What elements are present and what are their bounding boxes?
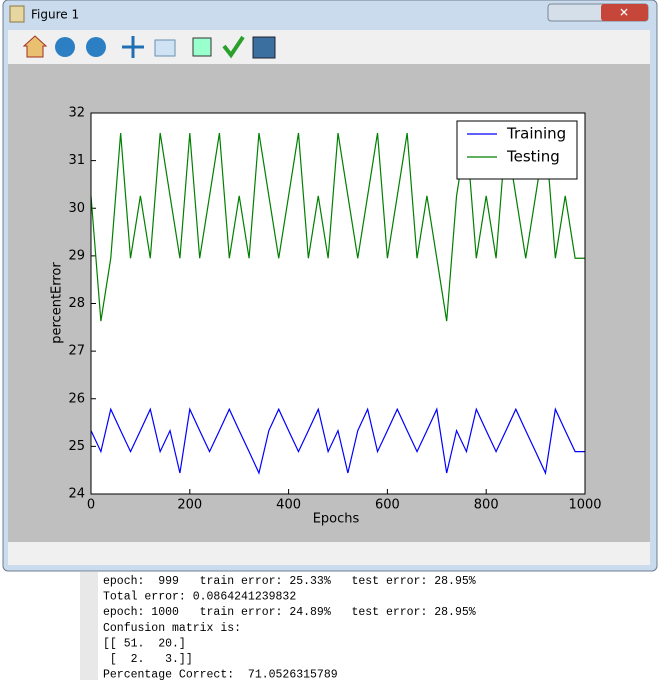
console: epoch: 999 train error: 25.33% test erro… — [103, 575, 476, 682]
y-tick-label: 32 — [68, 106, 85, 121]
toolbar — [8, 30, 650, 64]
back-button[interactable] — [55, 37, 75, 57]
x-axis-label: Epochs — [313, 512, 360, 527]
console-line: Percentage Correct: 71.0526315789 — [103, 669, 338, 680]
y-tick-label: 28 — [68, 296, 85, 311]
edit-button[interactable] — [222, 35, 245, 59]
y-axis-label: percentError — [50, 262, 65, 344]
y-tick-label: 30 — [68, 201, 85, 216]
y-tick-label: 25 — [68, 439, 85, 454]
series-line — [90, 407, 585, 476]
console-line: [ 2. 3.]] — [103, 653, 193, 666]
legend-label: Training — [506, 125, 566, 143]
zoom-button[interactable] — [154, 39, 176, 57]
close-icon: ✕ — [619, 6, 629, 20]
status-bar — [8, 542, 650, 565]
legend-box — [456, 120, 578, 180]
y-tick-label: 26 — [68, 391, 85, 406]
window-title: Figure 1 — [31, 8, 79, 22]
home-button[interactable] — [22, 35, 48, 58]
console-scrollbar — [80, 572, 98, 680]
x-tick-label: 0 — [87, 498, 95, 513]
legend-label: Testing — [506, 148, 560, 166]
y-tick-label: 27 — [68, 344, 85, 359]
console-line: [[ 51. 20.] — [103, 637, 186, 650]
subplots-button[interactable] — [192, 37, 212, 57]
legend: Training Testing — [456, 120, 578, 180]
pan-button[interactable] — [122, 36, 144, 58]
y-tick-label: 29 — [68, 248, 85, 263]
app-icon — [9, 5, 25, 23]
y-tick-label: 24 — [68, 487, 85, 502]
toolbar-icons — [22, 35, 276, 59]
axes-frame — [90, 112, 586, 495]
console-line: Total error: 0.0864241239832 — [103, 591, 296, 604]
plot: 0 200 400 600 800 1000 24 25 26 27 28 29 30 31 32 Train… — [68, 106, 601, 513]
x-tick-label: 800 — [474, 498, 499, 513]
x-tick-label: 1000 — [568, 498, 601, 513]
console-line: epoch: 1000 train error: 24.89% test err… — [103, 606, 476, 619]
console-line: Confusion matrix is: — [103, 622, 241, 635]
save-button[interactable] — [252, 36, 276, 59]
close-button[interactable] — [601, 4, 648, 21]
x-tick-label: 200 — [177, 498, 202, 513]
forward-button[interactable] — [86, 37, 106, 57]
y-tick-label: 31 — [68, 153, 85, 168]
x-tick-label: 600 — [375, 498, 400, 513]
x-tick-label: 400 — [276, 498, 301, 513]
console-line: epoch: 999 train error: 25.33% test erro… — [103, 575, 476, 588]
